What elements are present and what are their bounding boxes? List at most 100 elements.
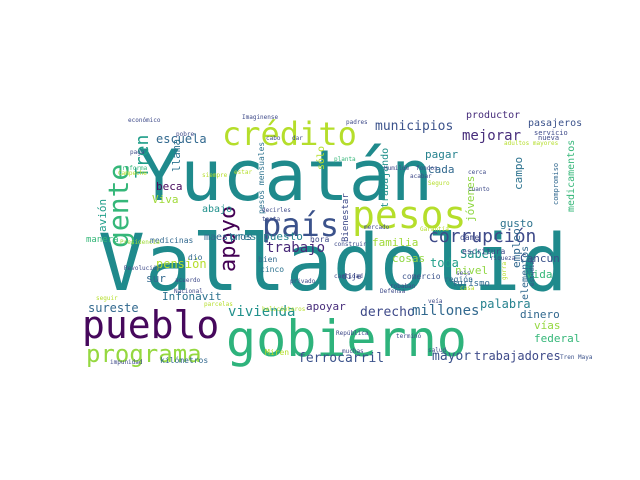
cloud-word: país bbox=[262, 206, 339, 244]
cloud-word: hora bbox=[310, 235, 329, 244]
cloud-word: siempre bbox=[202, 172, 228, 179]
cloud-word: escritura bbox=[462, 247, 506, 256]
cloud-word: pagar bbox=[425, 148, 458, 161]
cloud-word: acuerdo bbox=[175, 277, 201, 284]
cloud-word: ferrocarril bbox=[298, 351, 384, 366]
cloud-word: fondos bbox=[416, 165, 438, 172]
cloud-word: gobierno bbox=[226, 310, 467, 368]
cloud-word: apoyar bbox=[306, 300, 346, 313]
cloud-word: cada bbox=[428, 163, 455, 176]
cloud-word: turismo bbox=[452, 279, 490, 289]
cloud-word: región bbox=[444, 274, 473, 284]
cloud-word: apoyo bbox=[216, 206, 241, 272]
cloud-word: escuela bbox=[156, 132, 207, 146]
cloud-word: económico bbox=[128, 117, 161, 124]
cloud-word: pesos bbox=[352, 193, 466, 237]
cloud-word: programa bbox=[86, 340, 202, 368]
cloud-word: nueva bbox=[538, 134, 559, 142]
cloud-word: parcelas bbox=[204, 301, 233, 308]
cloud-word: Viva bbox=[152, 193, 179, 206]
cloud-word: Seguro bbox=[428, 180, 450, 187]
cloud-word: dame bbox=[460, 233, 479, 242]
cloud-word: llama bbox=[170, 139, 183, 172]
cloud-word: kilómetros bbox=[160, 355, 208, 365]
cloud-word: pobre bbox=[176, 131, 194, 138]
cloud-word: comercio bbox=[402, 272, 441, 281]
cloud-word: cerca bbox=[468, 169, 486, 176]
cloud-word: crédito bbox=[222, 115, 357, 153]
cloud-word: elementos bbox=[520, 246, 531, 300]
cloud-word: municipios bbox=[375, 119, 453, 134]
cloud-word: nivel bbox=[455, 264, 488, 277]
cloud-word: adultos mayores bbox=[504, 140, 559, 147]
cloud-word: casa bbox=[460, 285, 475, 292]
cloud-word: sur bbox=[146, 272, 166, 285]
cloud-word: vida bbox=[526, 268, 553, 281]
cloud-word: Valladolid bbox=[98, 219, 568, 309]
cloud-word: estudian bbox=[529, 257, 536, 286]
cloud-word: mayor bbox=[432, 349, 471, 364]
cloud-word: servicio bbox=[534, 129, 568, 137]
cloud-word: manera bbox=[86, 235, 119, 245]
cloud-word: dinero bbox=[520, 308, 560, 321]
cloud-word: cabo bbox=[266, 135, 281, 142]
cloud-word: veía bbox=[428, 298, 443, 305]
cloud-word: gente bbox=[102, 164, 135, 248]
cloud-word: jóvenes bbox=[464, 176, 477, 222]
cloud-word: Imaginense bbox=[242, 114, 279, 121]
cloud-word: robaban bbox=[390, 283, 416, 290]
cloud-word: Nacional bbox=[174, 288, 203, 295]
cloud-word: pesos mensuales bbox=[257, 142, 266, 214]
cloud-word: helicópteros bbox=[262, 306, 306, 313]
cloud-word: privado bbox=[290, 278, 316, 285]
cloud-word: sureste bbox=[88, 301, 139, 315]
cloud-word: sólo bbox=[315, 146, 327, 170]
cloud-word: medicinas bbox=[150, 236, 194, 245]
cloud-word: presupuesto bbox=[230, 230, 303, 243]
cloud-word: pasajeros bbox=[528, 118, 582, 129]
cloud-word: campo bbox=[512, 157, 525, 190]
cloud-word: gorra bbox=[501, 262, 508, 280]
cloud-word: medicamentos bbox=[566, 140, 577, 212]
cloud-word: trabajando bbox=[380, 148, 391, 208]
cloud-word: planta bbox=[334, 156, 356, 163]
cloud-word: familia bbox=[372, 236, 418, 249]
cloud-word: Tren bbox=[132, 135, 153, 178]
cloud-word: pueblo bbox=[82, 303, 219, 347]
cloud-word: muchas bbox=[342, 348, 364, 355]
cloud-word: avión bbox=[96, 199, 109, 232]
cloud-word: Saben bbox=[460, 247, 496, 261]
cloud-word: República bbox=[336, 330, 369, 337]
cloud-word: cosas bbox=[392, 252, 425, 265]
cloud-word: construir bbox=[334, 241, 367, 248]
cloud-word: Tren Maya bbox=[560, 354, 593, 361]
cloud-word: Infonavit bbox=[162, 290, 222, 303]
cloud-word: padres bbox=[346, 119, 368, 126]
cloud-word: Campeche bbox=[118, 170, 147, 177]
cloud-word: salud bbox=[428, 347, 446, 354]
cloud-word: millones bbox=[412, 303, 479, 319]
cloud-word: gusto bbox=[500, 217, 533, 230]
cloud-word: Revolución bbox=[124, 265, 161, 272]
cloud-word: cuanto bbox=[468, 186, 490, 193]
cloud-word: toda bbox=[430, 256, 459, 270]
cloud-word: palabra bbox=[480, 297, 531, 311]
cloud-word: terminó bbox=[396, 333, 422, 340]
cloud-word: Bienestar bbox=[341, 193, 351, 242]
cloud-word: Cancún bbox=[520, 252, 560, 265]
cloud-word: maestros bbox=[204, 232, 252, 243]
cloud-word: tanta bbox=[262, 216, 280, 223]
cloud-word: mercado bbox=[364, 224, 390, 231]
cloud-word: dio bbox=[188, 253, 203, 262]
cloud-word: seis bbox=[456, 270, 471, 277]
cloud-word: Yucatán bbox=[138, 135, 433, 217]
cloud-word: bien bbox=[258, 255, 277, 264]
cloud-word: empleo bbox=[510, 228, 523, 268]
cloud-word: compromiso bbox=[552, 163, 560, 205]
cloud-word: decirles bbox=[262, 207, 291, 214]
cloud-word: riqueza bbox=[490, 255, 516, 262]
cloud-word: estar bbox=[234, 169, 252, 176]
cloud-word: corrupción bbox=[428, 226, 536, 247]
